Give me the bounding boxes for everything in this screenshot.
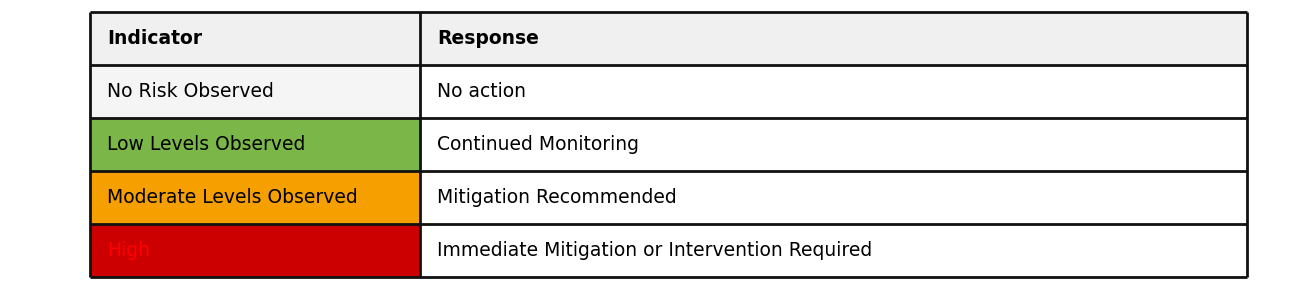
Text: No action: No action xyxy=(437,82,526,101)
Bar xyxy=(420,65,1247,118)
Bar xyxy=(420,224,1247,277)
Bar xyxy=(90,118,420,171)
Bar xyxy=(90,171,420,224)
Text: High: High xyxy=(107,241,150,260)
Text: Continued Monitoring: Continued Monitoring xyxy=(437,135,638,154)
Bar xyxy=(90,12,420,65)
Bar xyxy=(420,12,1247,65)
Text: Indicator: Indicator xyxy=(107,29,203,48)
Text: Moderate Levels Observed: Moderate Levels Observed xyxy=(107,188,358,207)
Text: Mitigation Recommended: Mitigation Recommended xyxy=(437,188,677,207)
Bar xyxy=(90,65,420,118)
Bar xyxy=(90,224,420,277)
Bar xyxy=(420,171,1247,224)
Text: Immediate Mitigation or Intervention Required: Immediate Mitigation or Intervention Req… xyxy=(437,241,872,260)
Text: Response: Response xyxy=(437,29,539,48)
Text: No Risk Observed: No Risk Observed xyxy=(107,82,274,101)
Text: Low Levels Observed: Low Levels Observed xyxy=(107,135,306,154)
Bar xyxy=(420,118,1247,171)
